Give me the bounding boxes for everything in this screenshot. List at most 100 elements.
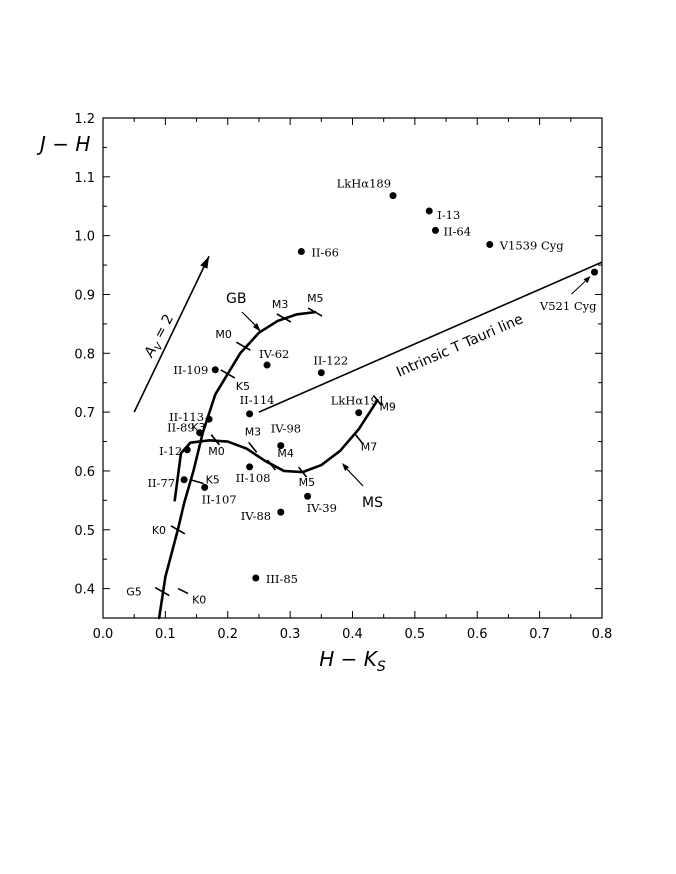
star-label: II-107 (202, 492, 237, 506)
ms-k5-label: K5 (206, 474, 220, 487)
star-point (277, 442, 285, 450)
ms-label: MS (362, 495, 383, 511)
star-point (252, 574, 260, 582)
labels: LkHα189 I-13 II-64 V1539 Cyg II-66 V521 Cyg IV… (126, 177, 597, 607)
y-tick-label: 1.0 (74, 230, 95, 245)
gb-tick-mark (220, 369, 236, 379)
gb-spectral-label: G5 (126, 586, 142, 599)
star-label: LkHα191 (331, 394, 385, 408)
y-tick-label: 0.4 (74, 583, 95, 598)
y-tick-label: 0.5 (74, 524, 95, 539)
gb-spectral-label: K5 (236, 380, 250, 393)
gb-tick-mark (276, 313, 292, 323)
gb-tick-mark (170, 525, 186, 535)
ms-tick-mark (372, 394, 383, 406)
ms-spectral-label: K3 (191, 421, 205, 434)
star-point (246, 463, 254, 471)
star-label: II-64 (443, 224, 471, 238)
gb-spectral-label: M3 (272, 298, 289, 311)
ms-spectral-label: M3 (245, 425, 262, 438)
x-tick-label: 0.8 (592, 627, 613, 642)
star-point (277, 508, 285, 516)
gb-label: GB (226, 291, 246, 307)
star-label: II-77 (147, 476, 175, 490)
star-label: IV-98 (271, 422, 301, 436)
star-label: II-108 (236, 471, 271, 485)
gb-tick-mark (154, 586, 170, 597)
star-point (205, 415, 213, 423)
star-point (389, 192, 397, 200)
star-label: II-114 (240, 393, 275, 407)
star-label: V521 Cyg (539, 299, 597, 313)
star-label: I-12 (159, 444, 182, 458)
star-point (180, 476, 188, 484)
gb-label-pointer-head (253, 323, 261, 332)
gb-tick-mark (307, 307, 323, 317)
ms-spectral-label: M7 (361, 441, 378, 454)
x-tick-label: 0.5 (405, 627, 426, 642)
reddening-label-value: = 2 (149, 312, 177, 346)
star-label: III-85 (266, 572, 298, 586)
ms-tick-mark (210, 434, 220, 446)
x-tick-label: 0.0 (93, 627, 114, 642)
intrinsic-ttauri-line (258, 261, 603, 413)
x-tick-label: 0.6 (467, 627, 488, 642)
ms-tick-mark (248, 441, 258, 453)
star-label: II-122 (313, 354, 348, 368)
ms-k0-label: K0 (192, 594, 206, 607)
star-label: IV-88 (241, 509, 271, 523)
star-point (201, 483, 209, 491)
x-tick-label: 0.4 (342, 627, 363, 642)
x-tick-label: 0.3 (280, 627, 301, 642)
v521-pointer-head (583, 276, 591, 284)
star-point (211, 366, 219, 374)
gb-spectral-label: M5 (307, 292, 324, 305)
ms-spectral-label: M5 (299, 476, 316, 489)
star-label: IV-62 (259, 347, 289, 361)
gb-tick-mark (235, 341, 251, 351)
star-point (591, 268, 599, 276)
y-tick-label: 0.7 (74, 406, 95, 421)
star-label: II-109 (173, 363, 208, 377)
star-point (486, 240, 494, 248)
y-tick-label: 1.1 (74, 171, 95, 186)
y-tick-label: 1.2 (74, 112, 95, 127)
star-point (304, 492, 312, 500)
star-point (425, 207, 433, 215)
x-tick-label: 0.1 (155, 627, 176, 642)
y-axis-title: J − H (36, 132, 90, 156)
star-label: I-13 (437, 208, 460, 222)
curves (133, 255, 603, 620)
star-label: II-89 (167, 421, 195, 435)
x-axis-title: H − KS (319, 647, 386, 675)
ms-label-pointer-head (342, 463, 349, 471)
star-label: IV-39 (307, 501, 337, 515)
giant-branch-curve (157, 310, 317, 620)
x-axis-title-subscript: S (377, 659, 386, 675)
star-label: V1539 Cyg (499, 238, 565, 252)
y-tick-label: 0.6 (74, 465, 95, 480)
reddening-label: AV = 2 (141, 312, 180, 362)
ms-tick-mark (297, 466, 308, 478)
star-point (431, 226, 439, 234)
axes: 0.0 0.1 0.2 0.3 0.4 0.5 0.6 0.7 0.8 0.4 0.5 0.6 0.7 0… (36, 112, 612, 675)
ms-k5-tick (189, 478, 204, 485)
star-label: LkHα189 (337, 177, 391, 191)
star-point (297, 248, 305, 256)
x-tick-label: 0.7 (529, 627, 550, 642)
main-sequence-curve (173, 399, 379, 502)
gb-spectral-label: K0 (152, 524, 166, 537)
star-point (246, 410, 254, 418)
ms-k0-tick (177, 587, 189, 595)
star-point (317, 369, 325, 377)
star-label: II-113 (169, 410, 204, 424)
stars (180, 192, 599, 582)
ms-tick-mark (266, 459, 277, 471)
ms-spectral-label: M4 (277, 447, 294, 460)
ms-tick-mark (354, 433, 364, 445)
y-tick-label: 0.8 (74, 347, 95, 362)
star-point (196, 429, 204, 437)
reddening-arrowhead (200, 256, 210, 269)
y-tick-label: 0.9 (74, 288, 95, 303)
x-tick-label: 0.2 (217, 627, 238, 642)
